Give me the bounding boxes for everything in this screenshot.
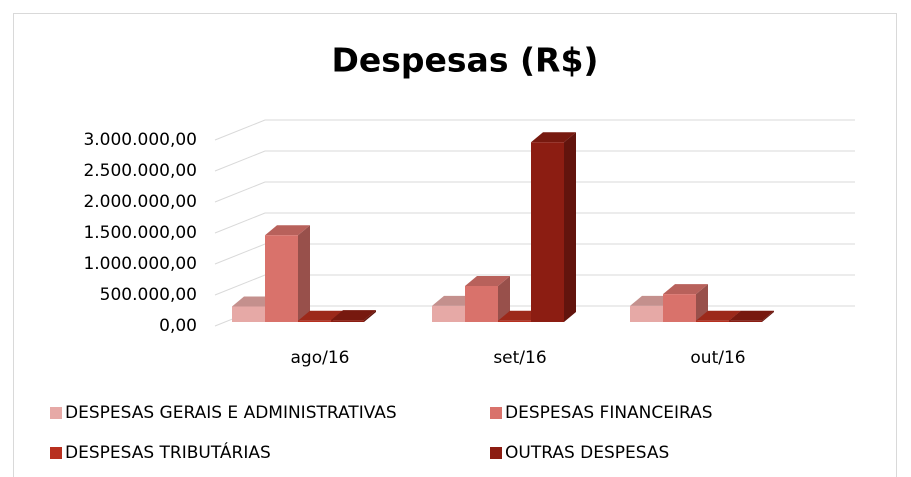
legend-label: DESPESAS GERAIS E ADMINISTRATIVAS [65,403,397,423]
bar-front [298,320,331,322]
grid-line [214,212,855,234]
bar-top [298,310,343,321]
bar-top [331,310,376,321]
legend-swatch [490,407,502,419]
bar-front [465,286,498,322]
bar-front [531,142,564,322]
bar-top [663,284,708,295]
bar-side [564,132,576,322]
bar-front [729,320,762,322]
bar-front [265,235,298,322]
bar-front [696,320,729,322]
bar-top [465,276,510,287]
chart-title: Despesas (R$) [332,41,599,80]
bar-front [232,306,265,322]
legend-swatch [50,407,62,419]
bar [729,310,774,322]
bar-front [663,294,696,322]
legend-swatch [490,447,502,459]
bar-front [498,320,531,322]
legend-label: DESPESAS FINANCEIRAS [505,403,713,423]
bar-top [265,225,310,236]
x-tick-label: set/16 [493,348,546,368]
grid-line [214,181,855,203]
bar [531,132,576,322]
bar-side [696,284,708,322]
x-tick-label: out/16 [690,348,745,368]
bar-side [498,276,510,322]
y-tick-label: 0,00 [159,316,197,336]
x-tick-label: ago/16 [291,348,350,368]
grid-line [214,150,855,172]
bar-side [762,310,774,322]
bar [663,284,708,322]
bar [331,310,376,322]
legend-swatch [50,447,62,459]
grid-line [214,119,855,141]
bar-front [630,305,663,322]
y-tick-label: 3.000.000,00 [83,130,197,150]
y-tick-label: 500.000,00 [100,285,197,305]
y-tick-label: 1.500.000,00 [83,223,197,243]
y-tick-label: 1.000.000,00 [83,254,197,274]
bar-side [364,310,376,322]
y-tick-label: 2.500.000,00 [83,161,197,181]
bar-top [729,310,774,321]
legend-label: DESPESAS TRIBUTÁRIAS [65,441,271,463]
chart-frame [13,13,897,477]
bar-side [298,225,310,322]
bar-front [331,320,364,322]
bar-top [696,310,741,321]
bar-top [531,132,576,143]
bar-front [432,305,465,322]
y-tick-label: 2.000.000,00 [83,192,197,212]
bar [465,276,510,322]
bar [265,225,310,322]
legend-label: OUTRAS DESPESAS [505,443,669,463]
